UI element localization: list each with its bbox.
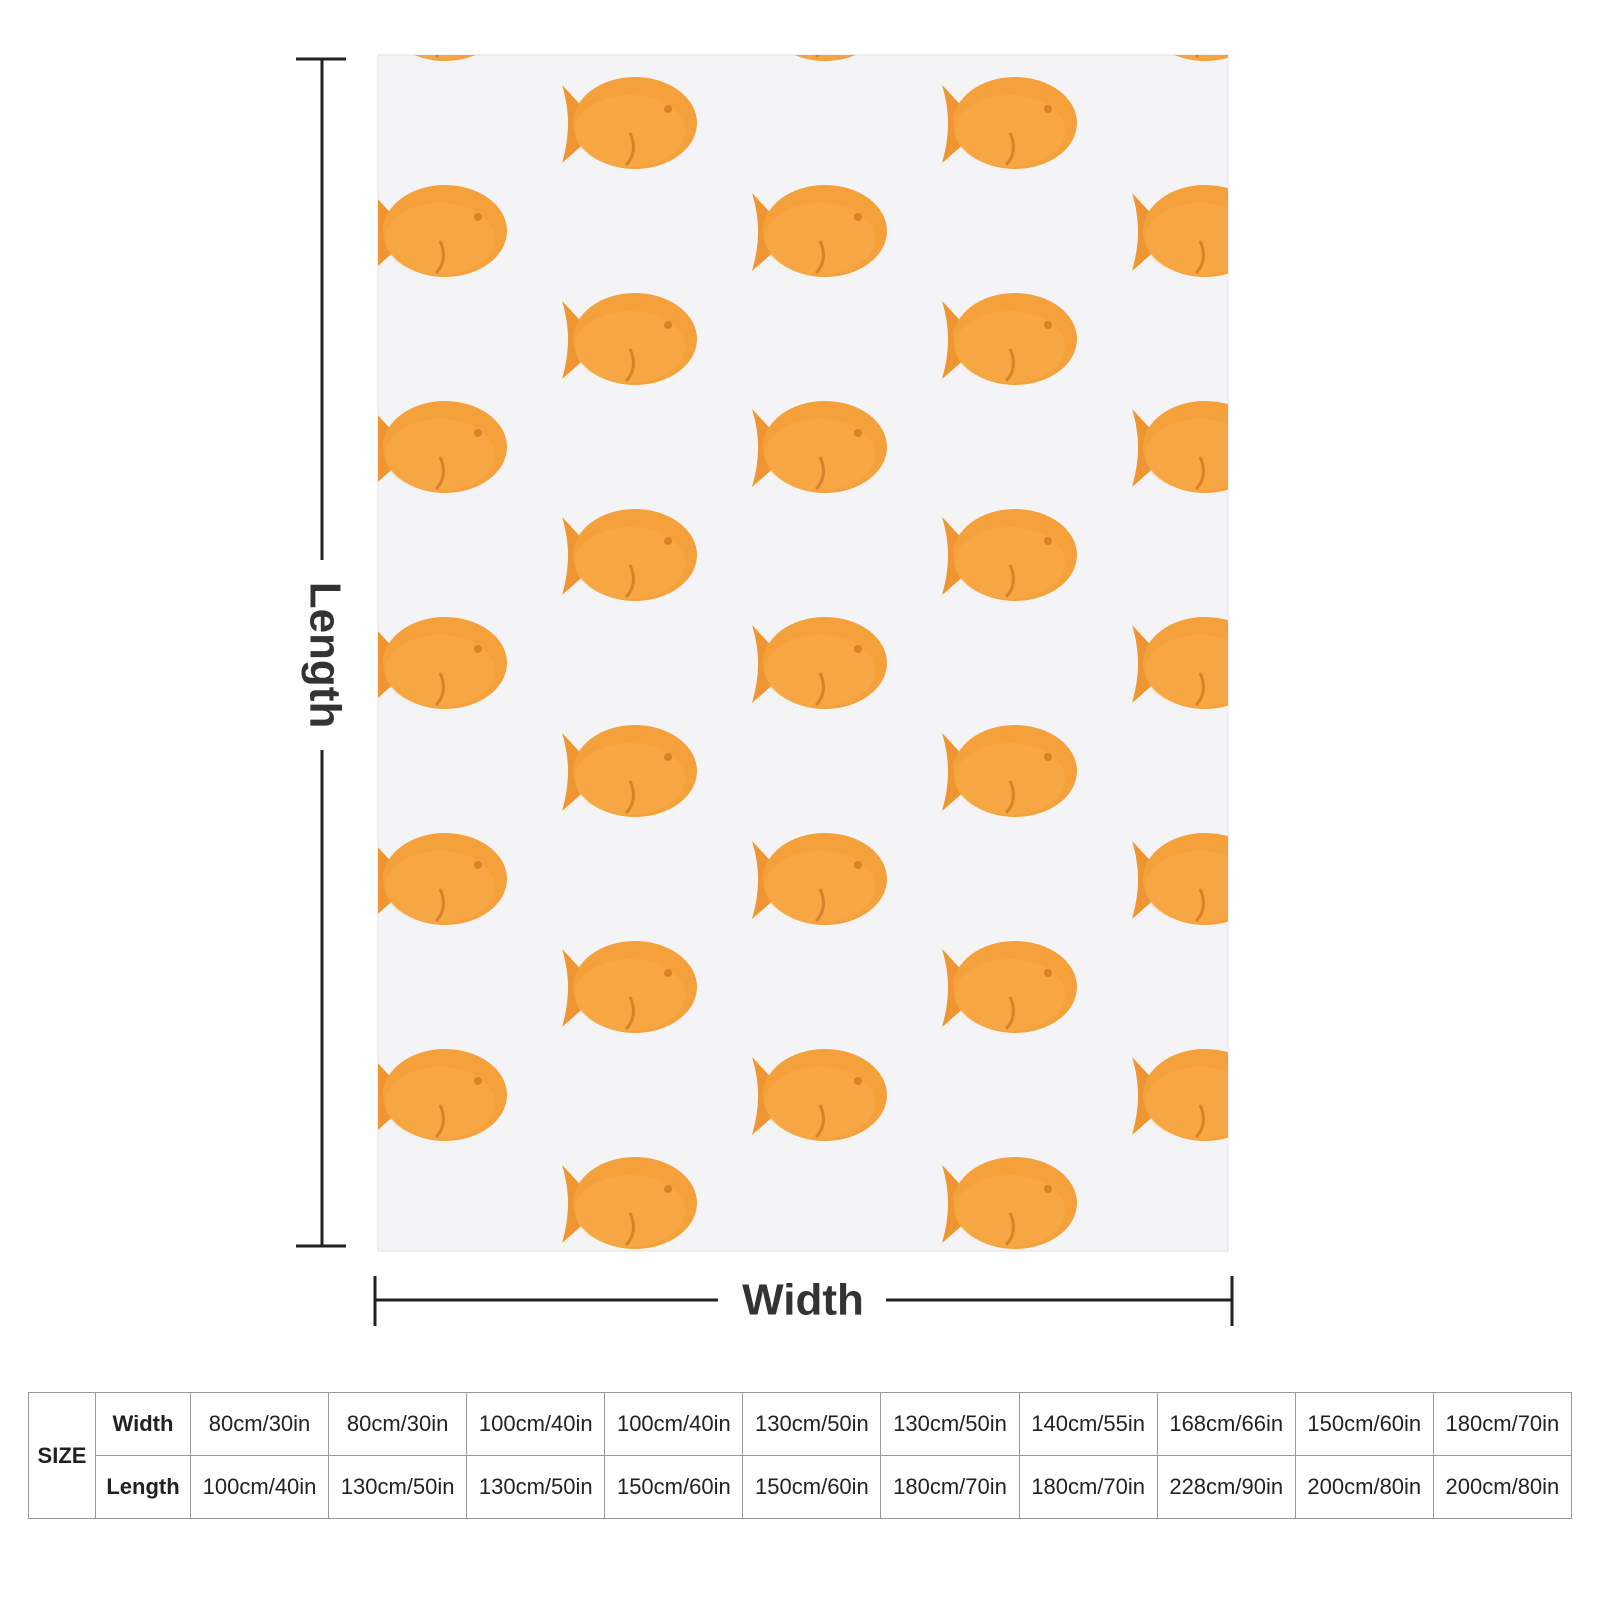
size-cell: 130cm/50in — [880, 1392, 1020, 1456]
size-cell: 130cm/50in — [742, 1392, 882, 1456]
size-cell: 80cm/30in — [328, 1392, 468, 1456]
size-cell: 130cm/50in — [328, 1455, 468, 1519]
size-row: Length 100cm/40in 130cm/50in 130cm/50in 150c… — [29, 1455, 1573, 1519]
size-table: SIZE Width 80cm/30in 80cm/30in 100cm/40in 100… — [28, 1392, 1573, 1519]
size-cell: 100cm/40in — [604, 1392, 744, 1456]
length-dimension — [296, 57, 346, 1248]
size-cell: 180cm/70in — [1432, 1392, 1573, 1456]
size-cell: 200cm/80in — [1432, 1455, 1573, 1519]
width-label: Width — [742, 1276, 864, 1325]
size-cell: 80cm/30in — [189, 1392, 330, 1456]
size-cell: 150cm/60in — [742, 1455, 882, 1519]
size-cell: 150cm/60in — [604, 1455, 744, 1519]
size-row: SIZE Width 80cm/30in 80cm/30in 100cm/40in 100… — [28, 1392, 1573, 1519]
product-image: Length Width — [296, 54, 1234, 1326]
length-label: Length — [300, 582, 349, 729]
size-cell: 228cm/90in — [1156, 1455, 1296, 1519]
size-cell: 180cm/70in — [1018, 1455, 1158, 1519]
size-cell: 100cm/40in — [466, 1392, 606, 1456]
fish-pattern — [378, 55, 1228, 1251]
size-cell: 180cm/70in — [880, 1455, 1020, 1519]
size-cell: 150cm/60in — [1294, 1392, 1434, 1456]
width-dimension — [373, 1276, 1234, 1326]
size-cell: 130cm/50in — [466, 1455, 606, 1519]
size-cell: 168cm/66in — [1156, 1392, 1296, 1456]
size-cell: 200cm/80in — [1294, 1455, 1434, 1519]
row-label: Length — [95, 1455, 191, 1519]
row-label: Width — [95, 1392, 191, 1456]
size-cell: 140cm/55in — [1018, 1392, 1158, 1456]
size-cell: 100cm/40in — [189, 1455, 330, 1519]
size-label: SIZE — [28, 1392, 96, 1519]
